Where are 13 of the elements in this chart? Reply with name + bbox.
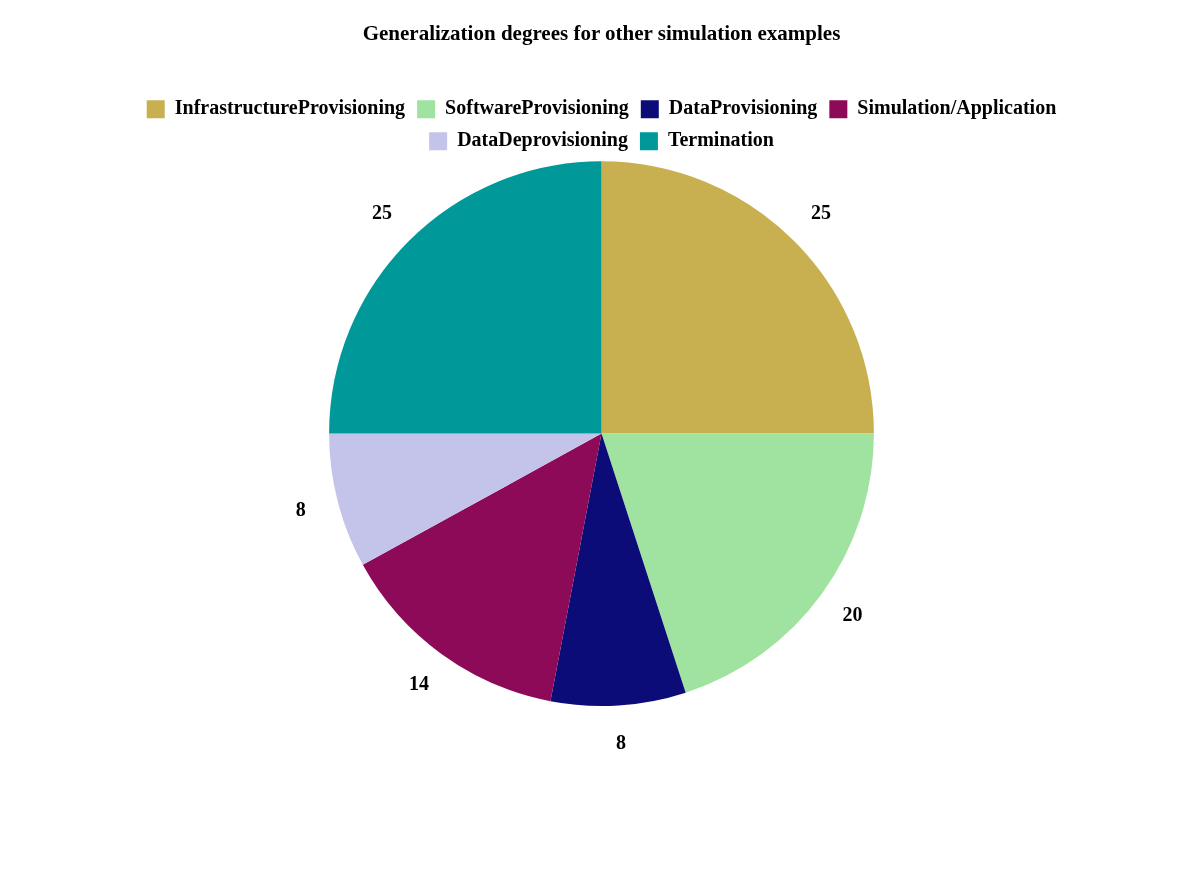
data-label: 20	[842, 603, 863, 626]
legend-label: DataDeprovisioning	[457, 128, 628, 152]
chart-title: Generalization degrees for other simulation examples	[362, 21, 841, 46]
legend-label: Simulation/Application	[857, 96, 1057, 120]
legend-label: SoftwareProvisioning	[445, 96, 629, 120]
data-label: 8	[295, 497, 306, 520]
legend-label: Termination	[667, 128, 774, 151]
legend-label: InfrastructureProvisioning	[174, 96, 406, 120]
data-label: 8	[615, 730, 626, 753]
data-label: 14	[409, 671, 430, 694]
data-label: 25	[810, 201, 831, 224]
data-label: 25	[372, 201, 393, 224]
legend-label: DataProvisioning	[668, 96, 818, 120]
